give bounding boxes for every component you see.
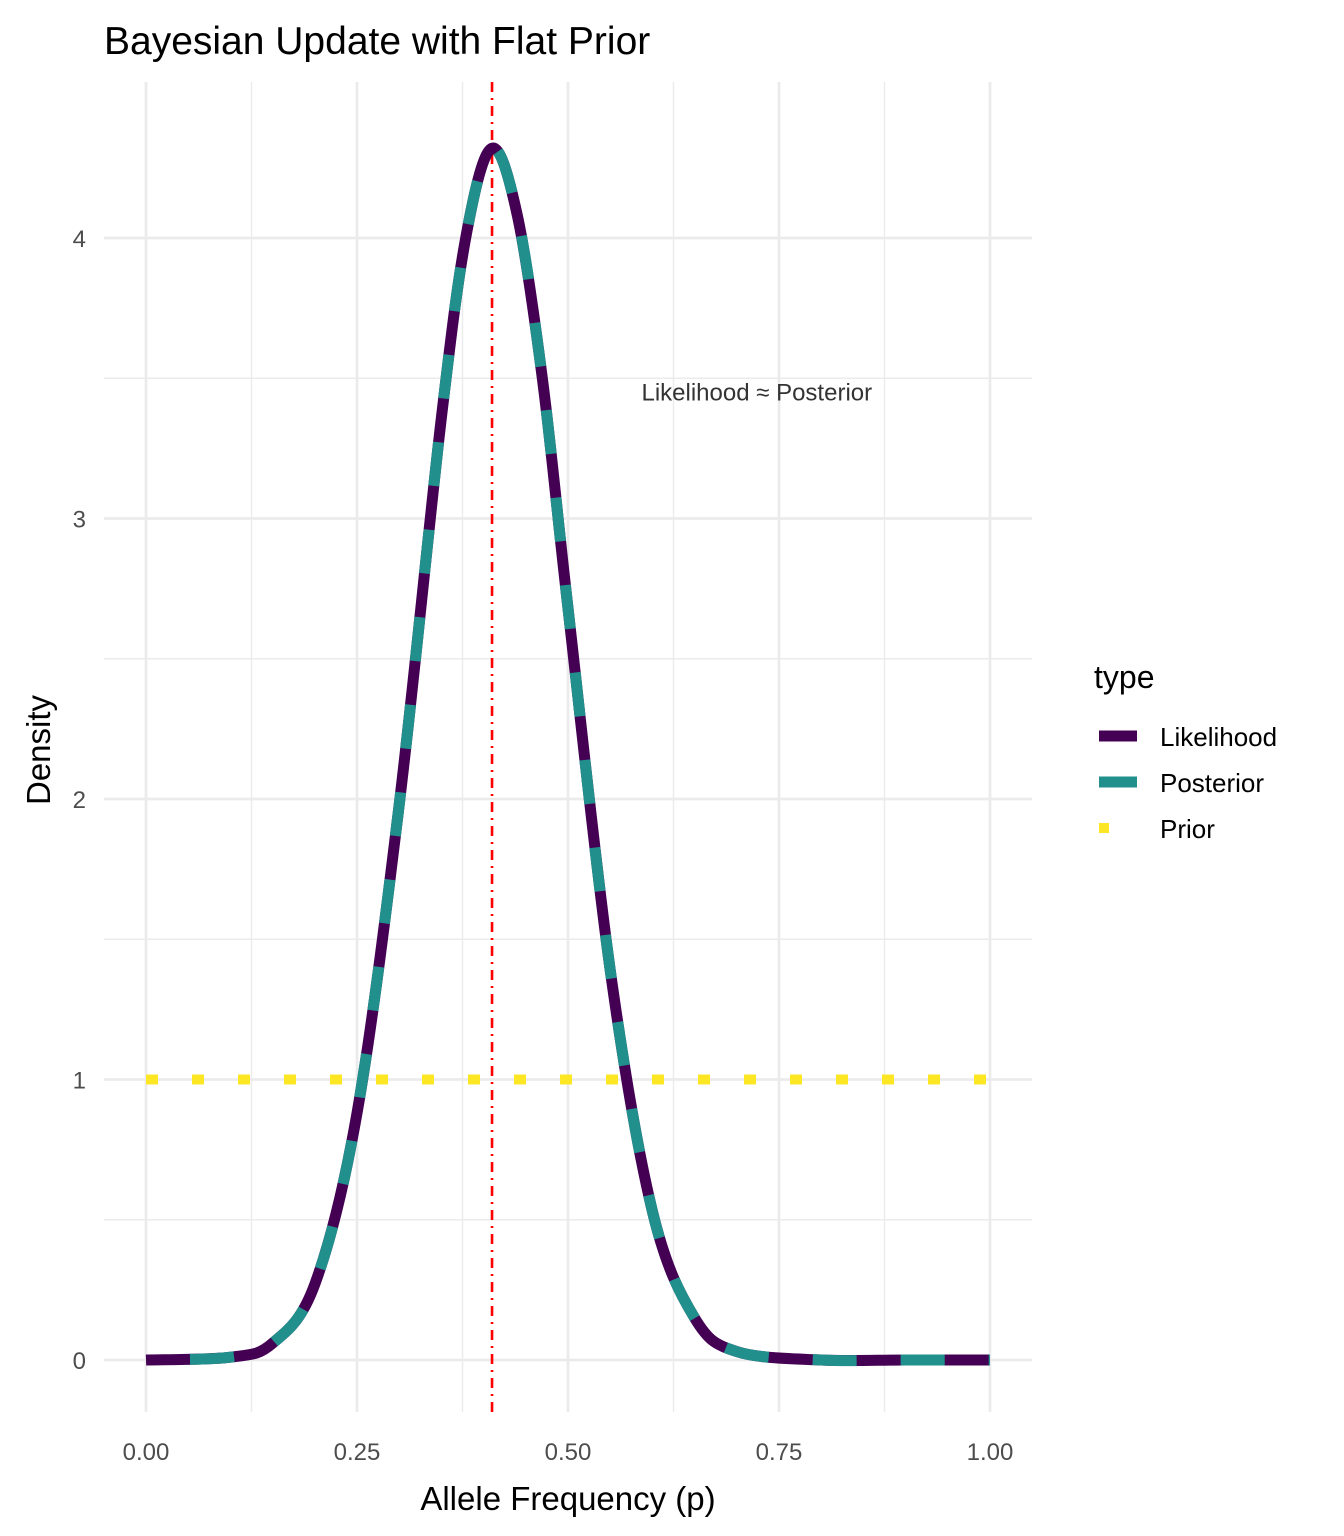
y-axis-title: Density: [20, 694, 57, 805]
legend-label-prior: Prior: [1160, 814, 1215, 844]
annotation-layer: Likelihood ≈ Posterior: [641, 379, 872, 406]
legend: type Likelihood Posterior Prior: [1094, 659, 1277, 844]
series-layer: [145, 142, 990, 1367]
y-tick-label: 4: [73, 226, 86, 253]
x-tick-label: 1.00: [967, 1439, 1014, 1466]
legend-label-posterior: Posterior: [1160, 768, 1264, 798]
chart-title: Bayesian Update with Flat Prior: [104, 20, 650, 63]
x-tick-label: 0.00: [123, 1439, 170, 1466]
grid: [104, 82, 1032, 1412]
y-tick-label: 2: [73, 787, 86, 814]
x-tick-label: 0.25: [334, 1439, 381, 1466]
axes-labels: 0.00 0.25 0.50 0.75 1.00 0 1 2 3 4: [73, 226, 1014, 1466]
x-tick-label: 0.75: [756, 1439, 803, 1466]
y-tick-label: 3: [73, 507, 86, 534]
y-tick-label: 0: [73, 1348, 86, 1375]
y-tick-label: 1: [73, 1068, 86, 1095]
x-axis-title: Allele Frequency (p): [420, 1480, 715, 1517]
legend-title: type: [1094, 659, 1154, 695]
series-line-posterior: [145, 142, 990, 1367]
annotation-text: Likelihood ≈ Posterior: [641, 379, 872, 406]
x-tick-label: 0.50: [545, 1439, 592, 1466]
legend-label-likelihood: Likelihood: [1160, 722, 1277, 752]
